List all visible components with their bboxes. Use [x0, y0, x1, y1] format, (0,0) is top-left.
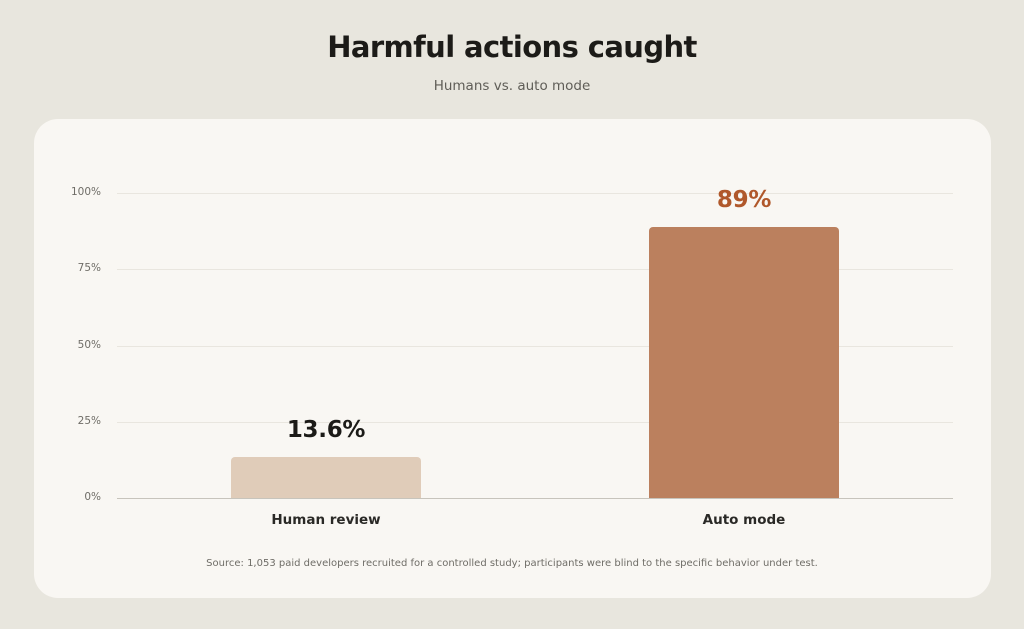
gridline — [117, 346, 953, 347]
bar-auto-mode — [649, 226, 839, 498]
gridline — [117, 422, 953, 423]
chart-card — [34, 119, 991, 598]
bar-value-label: 13.6% — [286, 416, 366, 443]
chart-subtitle: Humans vs. auto mode — [433, 78, 591, 94]
bar-human-review — [231, 456, 421, 498]
x-axis-baseline — [117, 498, 953, 499]
gridline — [117, 269, 953, 270]
y-tick-label: 25% — [77, 415, 101, 427]
y-tick-label: 0% — [84, 491, 101, 503]
y-tick-label: 75% — [77, 262, 101, 274]
category-label: Auto mode — [702, 512, 786, 528]
chart-title: Harmful actions caught — [327, 30, 697, 64]
y-tick-label: 50% — [77, 339, 101, 351]
gridline — [117, 193, 953, 194]
category-label: Human review — [271, 512, 381, 528]
y-tick-label: 100% — [70, 186, 101, 198]
bar-value-label: 89% — [716, 186, 772, 213]
source-note: Source: 1,053 paid developers recruited … — [206, 558, 818, 569]
